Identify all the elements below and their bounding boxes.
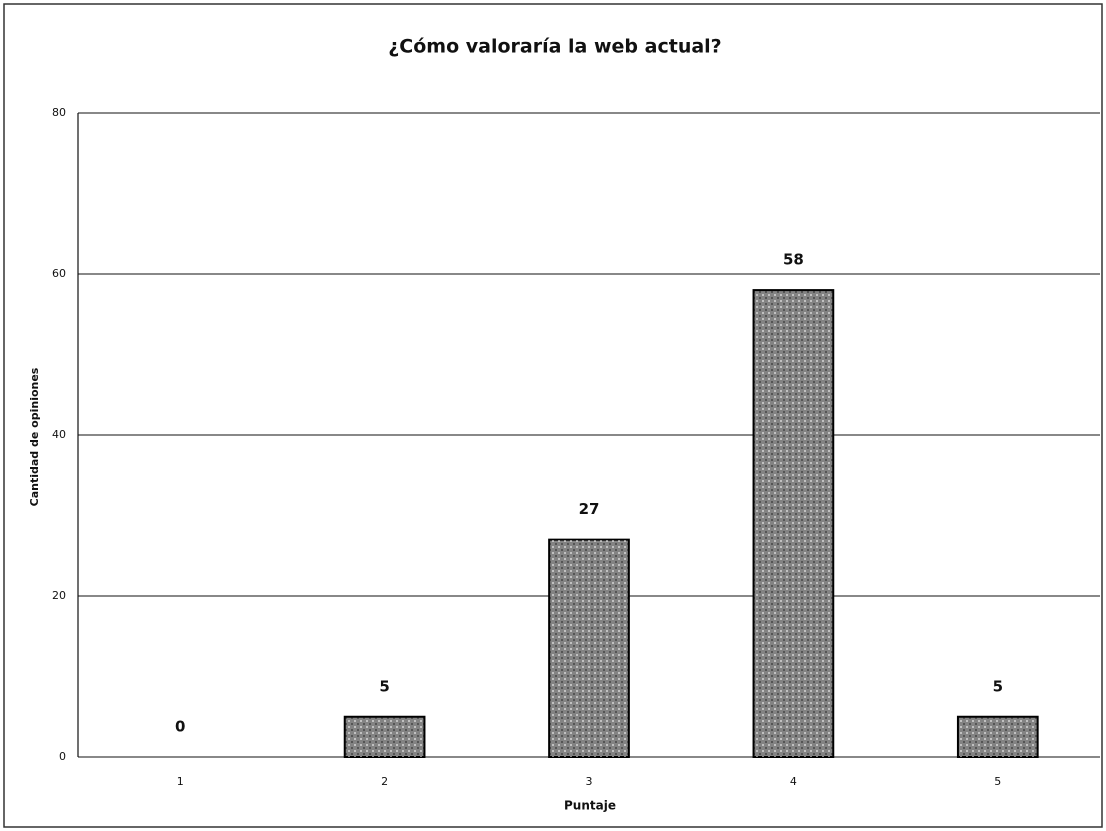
- x-tick-label: 1: [177, 775, 184, 788]
- y-tick-label: 40: [52, 428, 66, 441]
- data-label: 5: [993, 677, 1003, 695]
- y-tick-label: 80: [52, 106, 66, 119]
- frame: [3, 3, 1103, 828]
- bar-texture: [957, 716, 1038, 757]
- y-tick-label: 0: [59, 750, 66, 763]
- y-axis-label: Cantidad de opiniones: [28, 367, 41, 506]
- x-tick-label: 4: [790, 775, 797, 788]
- x-axis-label: Puntaje: [564, 799, 616, 813]
- x-tick-label: 2: [381, 775, 388, 788]
- x-tick-label: 3: [586, 775, 593, 788]
- y-tick-label: 60: [52, 267, 66, 280]
- data-label: 0: [175, 718, 185, 736]
- data-label: 27: [579, 500, 600, 518]
- bar-texture: [753, 290, 834, 757]
- bar-texture: [344, 716, 425, 757]
- chart-title: ¿Cómo valoraría la web actual?: [388, 36, 721, 58]
- bar-texture: [549, 539, 629, 757]
- data-label: 5: [379, 677, 389, 695]
- x-tick-label: 5: [994, 775, 1001, 788]
- data-label: 58: [783, 251, 804, 269]
- y-tick-label: 20: [52, 589, 66, 602]
